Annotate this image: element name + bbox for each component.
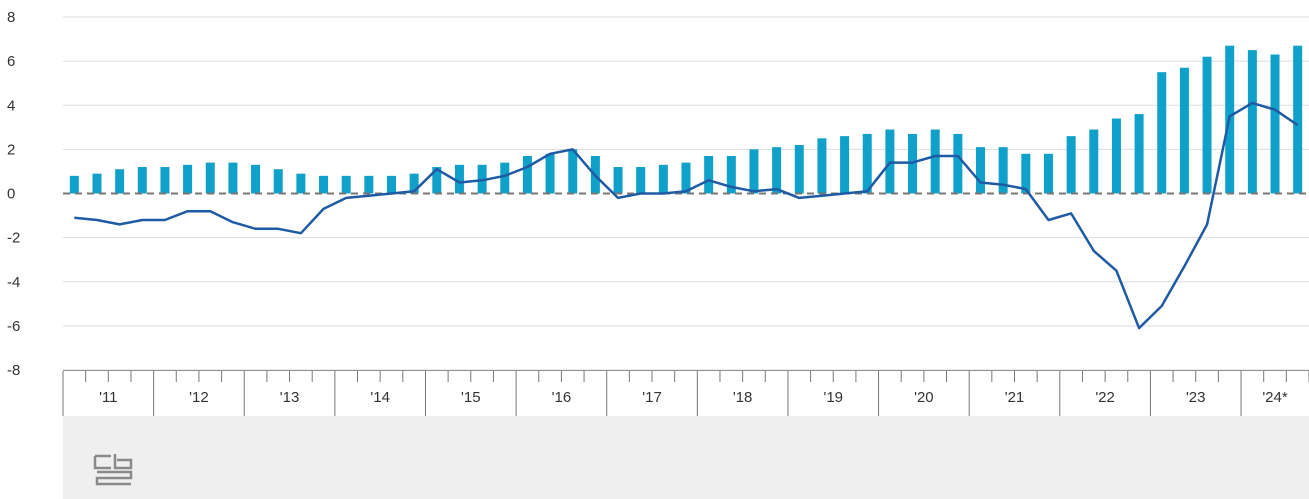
x-tick-label: '19 — [823, 389, 843, 406]
bar — [1247, 50, 1257, 194]
x-tick-label: '15 — [461, 389, 481, 406]
bar — [998, 147, 1008, 194]
bar — [251, 164, 261, 194]
bar — [545, 153, 555, 194]
bar — [726, 155, 736, 194]
bar — [1179, 67, 1189, 194]
y-tick-label: 0 — [7, 186, 15, 203]
bar — [1134, 114, 1144, 194]
bar — [772, 147, 782, 194]
bar — [636, 167, 646, 194]
bar — [522, 155, 532, 194]
bar — [69, 175, 79, 194]
bar — [704, 155, 714, 194]
y-tick-label: -2 — [7, 230, 20, 247]
bar — [1043, 153, 1053, 194]
x-tick-label: '14 — [370, 389, 390, 406]
bar-series — [69, 45, 1303, 194]
bar — [296, 173, 306, 194]
bar — [386, 175, 396, 194]
y-tick-label: -6 — [7, 318, 20, 335]
bar — [137, 167, 147, 194]
bar — [794, 144, 804, 194]
bar — [341, 175, 351, 194]
line-series — [74, 101, 1299, 330]
x-tick-label: '24* — [1262, 389, 1288, 406]
bar — [1202, 56, 1212, 194]
bar — [862, 133, 872, 194]
bar — [1157, 72, 1167, 194]
bar — [228, 162, 238, 194]
x-axis-band — [63, 371, 1309, 416]
footer-bar — [63, 416, 1309, 499]
x-tick-label: '22 — [1095, 389, 1115, 406]
bar — [1066, 136, 1076, 194]
x-tick-label: '16 — [552, 389, 572, 406]
x-tick-label: '21 — [1005, 389, 1025, 406]
bar — [273, 169, 283, 194]
bar — [930, 129, 940, 194]
bar — [1293, 45, 1303, 194]
bar — [1111, 118, 1121, 194]
bar — [160, 167, 170, 194]
x-tick-label: '17 — [642, 389, 662, 406]
x-tick-label: '20 — [914, 389, 934, 406]
bar — [205, 162, 215, 194]
bar — [840, 136, 850, 194]
y-tick-label: 2 — [7, 141, 15, 158]
bar — [1270, 54, 1280, 194]
y-tick-label: -8 — [7, 362, 20, 379]
bar — [568, 149, 578, 194]
y-tick-label: -4 — [7, 274, 20, 291]
gridlines — [63, 16, 1309, 371]
x-tick-label: '23 — [1186, 389, 1206, 406]
bar — [183, 164, 193, 194]
bar — [613, 167, 623, 194]
bar — [319, 175, 329, 194]
bar — [1089, 129, 1099, 194]
bar — [953, 133, 963, 194]
bar — [817, 138, 827, 194]
bar — [454, 164, 464, 194]
x-tick-label: '12 — [189, 389, 209, 406]
bar — [115, 169, 125, 194]
x-tick-label: '13 — [280, 389, 300, 406]
bar — [658, 164, 668, 194]
y-tick-label: 8 — [7, 9, 15, 26]
y-tick-label: 6 — [7, 53, 15, 70]
y-axis-ticks: 8 6 4 2 0 -2 -4 -6 -8 — [7, 9, 20, 379]
bar — [500, 162, 510, 194]
x-axis: '11 '12 '13 '14 '15 '16 '17 '18 '19 '20 '21 '22 '23 '… — [62, 370, 1309, 416]
bar — [976, 147, 986, 194]
bar — [92, 173, 102, 194]
bar — [409, 173, 419, 194]
x-tick-label: '18 — [733, 389, 753, 406]
bar — [749, 149, 759, 194]
cbs-logo-icon — [93, 454, 133, 486]
x-tick-label: '11 — [99, 389, 117, 406]
bar — [681, 162, 691, 194]
bar — [1021, 153, 1031, 194]
bar — [432, 167, 442, 194]
y-tick-label: 4 — [7, 97, 15, 114]
bar — [364, 175, 374, 194]
